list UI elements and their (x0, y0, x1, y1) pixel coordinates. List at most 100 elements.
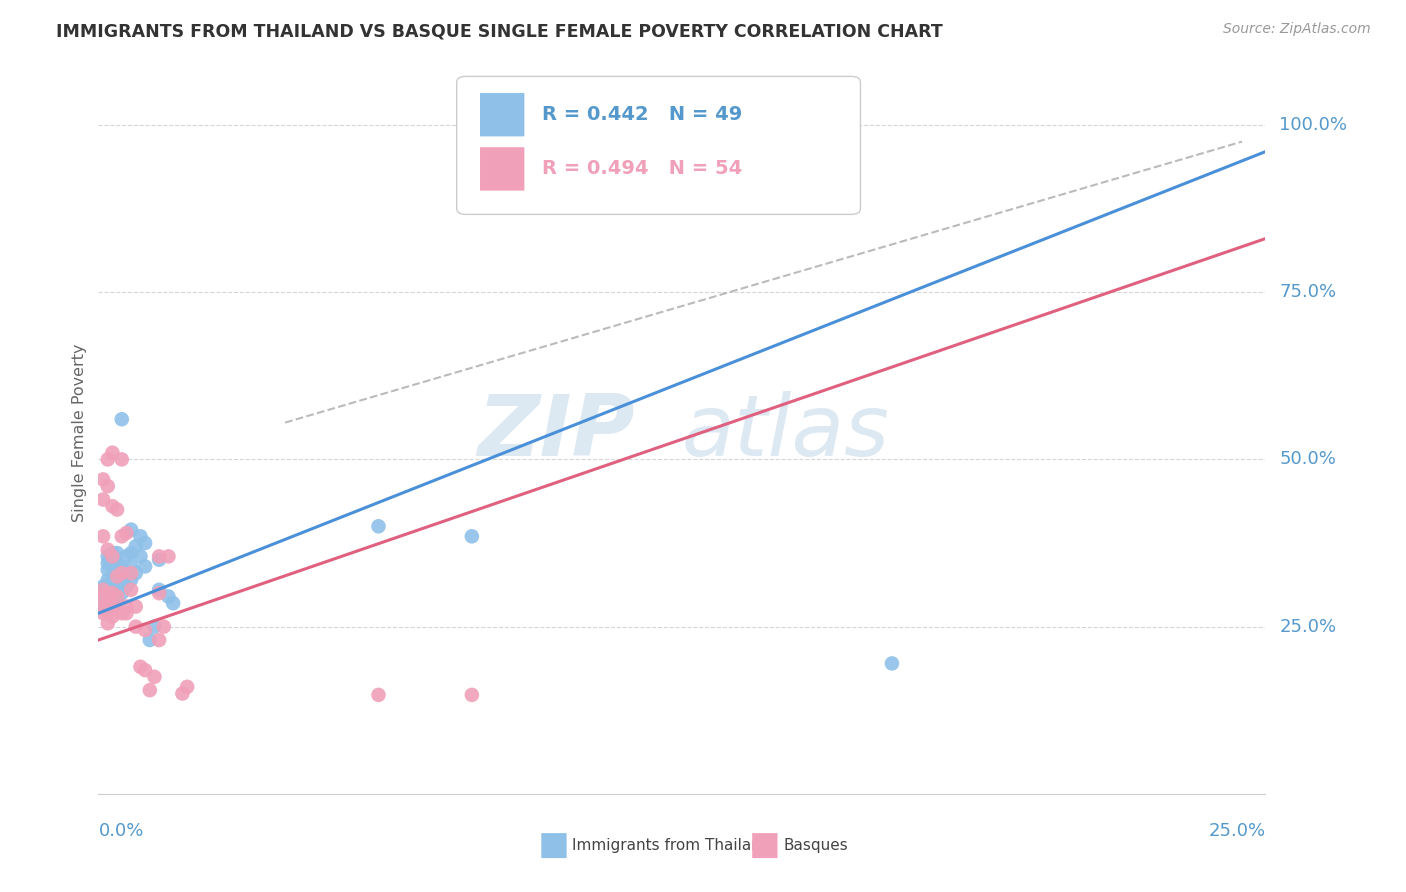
Point (111, 566, 134, 581)
Text: Source: ZipAtlas.com: Source: ZipAtlas.com (1223, 22, 1371, 37)
Point (134, 623, 156, 637)
Point (97, 542, 120, 557)
Text: Basques: Basques (783, 838, 848, 853)
Point (101, 609, 124, 624)
Point (134, 536, 156, 550)
Point (101, 582, 124, 597)
Point (105, 580, 128, 594)
Point (91, 590, 114, 604)
Point (105, 556, 128, 570)
Point (115, 580, 138, 594)
Point (101, 586, 124, 600)
Point (97, 616, 120, 631)
Point (157, 549, 180, 564)
Text: R = 0.494   N = 54: R = 0.494 N = 54 (541, 160, 742, 178)
Text: Immigrants from Thailand: Immigrants from Thailand (572, 838, 770, 853)
Point (101, 590, 124, 604)
Point (148, 633, 170, 648)
Point (120, 573, 142, 587)
Text: 0.0%: 0.0% (98, 822, 143, 839)
Point (157, 590, 180, 604)
Point (880, 657, 903, 671)
Point (129, 549, 152, 564)
Point (97, 586, 120, 600)
Point (120, 582, 142, 597)
Point (111, 452, 134, 467)
Point (129, 529, 152, 543)
Text: 50.0%: 50.0% (1279, 450, 1336, 468)
Point (101, 599, 124, 614)
Point (120, 523, 142, 537)
Point (111, 412, 134, 426)
Point (143, 670, 166, 684)
Point (101, 500, 124, 514)
Point (91, 580, 114, 594)
Point (115, 566, 138, 581)
Text: R = 0.442   N = 49: R = 0.442 N = 49 (541, 105, 742, 124)
Point (91, 492, 114, 507)
Point (125, 539, 148, 553)
FancyBboxPatch shape (479, 147, 524, 191)
Point (115, 599, 138, 614)
Point (125, 599, 148, 614)
Point (101, 559, 124, 574)
Point (97, 452, 120, 467)
Point (111, 573, 134, 587)
Point (111, 607, 134, 621)
Point (367, 519, 389, 533)
Point (91, 582, 114, 597)
Point (101, 446, 124, 460)
Point (139, 683, 162, 698)
Point (554, 125, 576, 139)
Point (91, 596, 114, 610)
Point (120, 546, 142, 560)
Point (101, 599, 124, 614)
Point (105, 546, 128, 560)
Point (97, 580, 120, 594)
Point (115, 607, 138, 621)
Point (111, 559, 134, 574)
Point (120, 559, 142, 574)
Point (134, 559, 156, 574)
FancyBboxPatch shape (479, 93, 524, 136)
Point (101, 546, 124, 560)
Point (115, 549, 138, 564)
Point (105, 502, 128, 516)
Point (97, 603, 120, 617)
Point (97, 479, 120, 493)
Point (134, 663, 156, 677)
Point (367, 688, 389, 702)
Text: ZIP: ZIP (478, 391, 636, 475)
Point (105, 569, 128, 583)
Point (97, 549, 120, 564)
Text: 25.0%: 25.0% (1208, 822, 1265, 839)
Point (172, 687, 194, 701)
Point (120, 566, 142, 581)
Point (125, 566, 148, 581)
Point (91, 473, 114, 487)
Point (97, 607, 120, 621)
Point (115, 526, 138, 541)
Point (91, 529, 114, 543)
Point (148, 552, 170, 567)
Point (91, 599, 114, 614)
Point (162, 596, 184, 610)
Point (91, 607, 114, 621)
FancyBboxPatch shape (457, 77, 860, 214)
Point (101, 573, 124, 587)
Point (176, 680, 198, 694)
Point (105, 603, 128, 617)
Text: 25.0%: 25.0% (1279, 617, 1337, 636)
Y-axis label: Single Female Poverty: Single Female Poverty (72, 343, 87, 522)
Point (143, 619, 166, 633)
Point (461, 529, 484, 543)
Point (461, 688, 484, 702)
Point (111, 586, 134, 600)
Point (97, 556, 120, 570)
Point (148, 586, 170, 600)
Point (97, 590, 120, 604)
Point (105, 592, 128, 607)
Point (97, 596, 120, 610)
Point (148, 549, 170, 564)
Point (105, 569, 128, 583)
